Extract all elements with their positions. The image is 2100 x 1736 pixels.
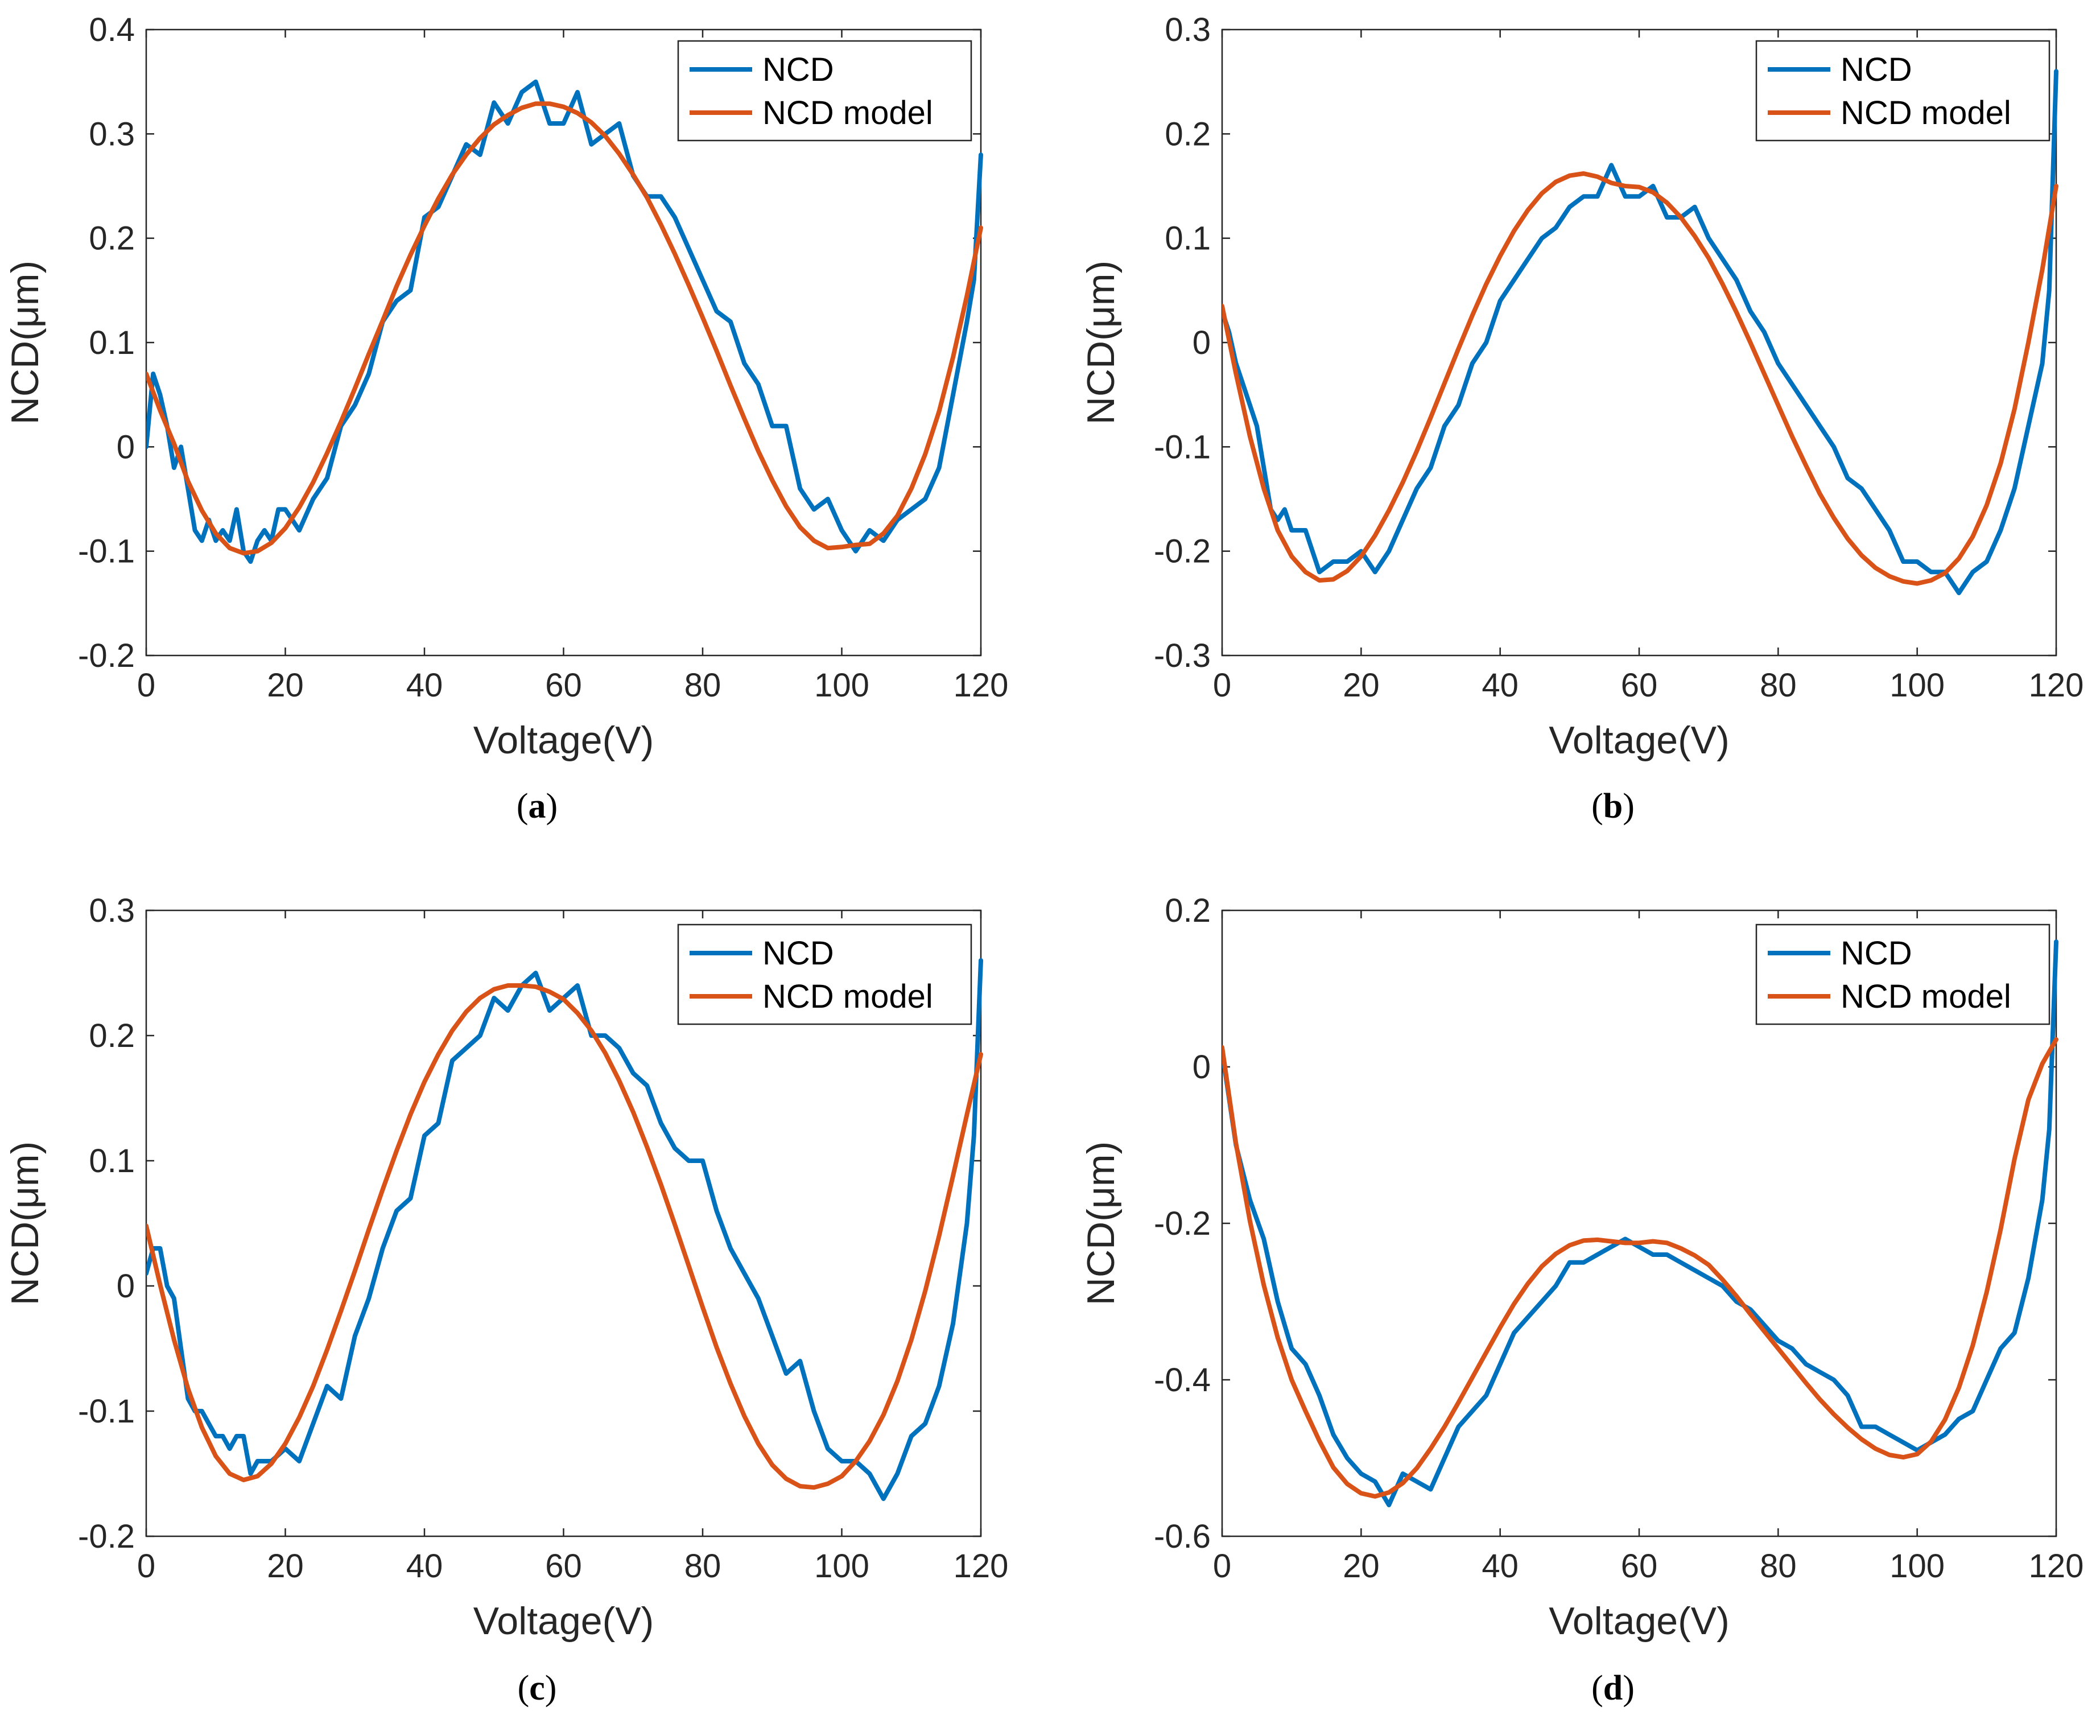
series-line-ncd [1222, 69, 2058, 595]
x-tick-label: 40 [1482, 1548, 1519, 1585]
x-tick-label: 40 [1482, 667, 1519, 704]
x-tick-label: 20 [1343, 1548, 1380, 1585]
y-tick-label: -0.2 [78, 637, 135, 674]
y-axis-label: NCD(μm) [1079, 261, 1123, 424]
y-tick-label: 0.3 [89, 116, 135, 152]
y-tick-label: 0.3 [89, 892, 135, 929]
y-tick-label: -0.3 [1154, 637, 1211, 674]
y-tick-label: 0 [1193, 324, 1211, 361]
legend-entry: NCD model [1841, 94, 2011, 131]
series-line-ncd [146, 79, 983, 564]
y-axis-label: NCD(μm) [1079, 1141, 1123, 1305]
legend-box [677, 40, 972, 142]
x-tick-label: 20 [267, 667, 304, 704]
y-tick-label: 0.4 [89, 11, 135, 48]
panel-caption: (a) [517, 787, 558, 826]
y-tick-label: -0.2 [1154, 1205, 1211, 1242]
y-tick-label: -0.1 [1154, 428, 1211, 465]
y-axis-label: NCD(μm) [3, 1141, 47, 1305]
x-tick-label: 60 [1621, 667, 1658, 704]
y-tick-label: -0.6 [1154, 1518, 1211, 1555]
x-tick-label: 80 [1760, 667, 1797, 704]
y-tick-label: 0 [117, 428, 135, 465]
x-tick-label: 80 [684, 667, 721, 704]
x-tick-label: 100 [814, 667, 869, 704]
x-tick-label: 100 [814, 1548, 869, 1585]
x-tick-label: 120 [2029, 1548, 2084, 1585]
y-axis-label: NCD(μm) [3, 261, 47, 424]
x-tick-label: 60 [1621, 1548, 1658, 1585]
y-tick-label: 0.2 [1165, 892, 1211, 929]
panel-caption: (b) [1591, 787, 1635, 826]
legend-box [1755, 40, 2051, 142]
legend: NCD NCD model [1755, 40, 2051, 142]
y-tick-label: -0.4 [1154, 1362, 1211, 1399]
y-tick-label: 0.2 [1165, 116, 1211, 152]
x-tick-label: 100 [1889, 1548, 1945, 1585]
y-tick-label: 0 [117, 1268, 135, 1305]
chart-panel-c: 0 20 40 60 80 100 120 -0.2 -0.1 0 0.1 0.2 0.3 Voltage… [3, 892, 1008, 1708]
x-tick-label: 0 [137, 1548, 155, 1585]
legend: NCD NCD model [1755, 923, 2051, 1025]
x-axis-label: Voltage(V) [1549, 1599, 1730, 1643]
x-tick-label: 60 [545, 667, 582, 704]
y-tick-label: -0.2 [1154, 533, 1211, 570]
legend: NCD NCD model [677, 40, 972, 142]
y-tick-label: 0.2 [89, 1017, 135, 1054]
legend: NCD NCD model [677, 923, 972, 1025]
legend-entry: NCD model [762, 94, 933, 131]
chart-panel-b: 0 20 40 60 80 100 120 -0.3 -0.2 -0.1 0 0.1 0.2 0.3 Vol… [1079, 11, 2084, 826]
x-tick-label: 80 [1760, 1548, 1797, 1585]
x-axis-label: Voltage(V) [473, 1599, 654, 1643]
series-line-ncd [146, 958, 983, 1501]
legend-box [677, 923, 972, 1025]
y-tick-label: -0.1 [78, 1393, 135, 1430]
x-tick-label: 20 [1343, 667, 1380, 704]
x-axis-label: Voltage(V) [473, 719, 654, 762]
x-axis-label: Voltage(V) [1549, 719, 1730, 762]
legend-entry: NCD [762, 935, 834, 972]
x-tick-label: 60 [545, 1548, 582, 1585]
legend-box [1755, 923, 2051, 1025]
series-line-ncd [1222, 939, 2058, 1507]
y-tick-label: 0.1 [89, 1143, 135, 1180]
series-line-ncd-model [146, 101, 983, 556]
legend-entry: NCD [1841, 51, 1912, 88]
x-tick-label: 80 [684, 1548, 721, 1585]
x-tick-label: 120 [954, 1548, 1009, 1585]
series-line-ncd-model [1222, 171, 2058, 586]
legend-entry: NCD [1841, 935, 1912, 972]
y-tick-label: 0.1 [1165, 220, 1211, 257]
legend-entry: NCD model [762, 978, 933, 1015]
chart-panel-a: 0 20 40 60 80 100 120 -0.2 -0.1 0 0.1 0.2 0.3 0.4 Volt… [3, 11, 1008, 826]
y-tick-label: 0.2 [89, 220, 135, 257]
x-tick-label: 40 [406, 667, 443, 704]
y-tick-label: -0.2 [78, 1518, 135, 1555]
x-tick-label: 0 [137, 667, 155, 704]
panel-caption: (c) [518, 1669, 557, 1708]
legend-entry: NCD [762, 51, 834, 88]
x-tick-label: 0 [1213, 1548, 1231, 1585]
x-tick-label: 120 [2029, 667, 2084, 704]
x-tick-label: 100 [1889, 667, 1945, 704]
x-tick-label: 20 [267, 1548, 304, 1585]
legend-entry: NCD model [1841, 978, 2011, 1015]
series-line-ncd-model [1222, 1037, 2058, 1499]
chart-panel-d: 0 20 40 60 80 100 120 -0.6 -0.4 -0.2 0 0.2 Voltage(V… [1079, 892, 2084, 1708]
series-line-ncd-model [146, 983, 983, 1490]
y-tick-label: -0.1 [78, 533, 135, 570]
y-tick-label: 0 [1193, 1049, 1211, 1086]
y-tick-label: 0.1 [89, 324, 135, 361]
panel-caption: (d) [1591, 1669, 1635, 1708]
x-tick-label: 0 [1213, 667, 1231, 704]
x-tick-label: 40 [406, 1548, 443, 1585]
y-tick-label: 0.3 [1165, 11, 1211, 48]
x-tick-label: 120 [954, 667, 1009, 704]
